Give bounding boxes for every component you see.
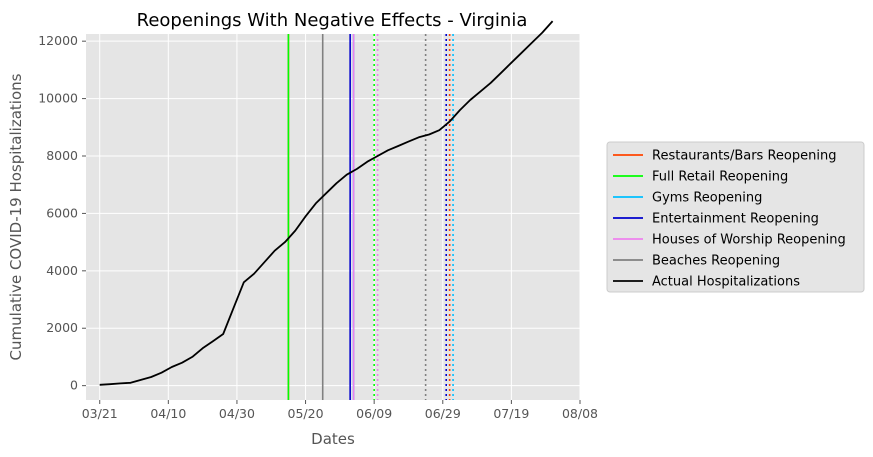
y-tick-label: 6000: [46, 205, 78, 220]
legend-box: [606, 141, 865, 293]
y-tick-label: 8000: [46, 148, 78, 163]
chart-title: Reopenings With Negative Effects - Virgi…: [137, 10, 528, 31]
x-tick-label: 08/08: [562, 406, 598, 421]
x-tick-label: 04/30: [219, 406, 255, 421]
legend-entry: Full Retail Reopening: [652, 170, 788, 185]
x-tick-label: 03/21: [82, 406, 118, 421]
x-tick-label: 05/20: [288, 406, 324, 421]
y-tick-label: 10000: [38, 91, 78, 106]
legend-entry: Gyms Reopening: [652, 191, 762, 206]
x-tick-label: 06/29: [425, 406, 461, 421]
legend-entry: Houses of Worship Reopening: [652, 233, 846, 248]
x-tick-label: 07/19: [493, 406, 529, 421]
legend-entry: Entertainment Reopening: [652, 212, 819, 227]
series: [99, 20, 554, 386]
y-axis-label: Cumulative COVID-19 Hospitalizations: [7, 73, 25, 360]
reopening-lines: [287, 34, 454, 400]
y-ticks: 0 2000 4000 6000 8000 10000 12000: [38, 33, 86, 393]
legend: Restaurants/Bars Reopening Full Retail Re…: [606, 141, 865, 293]
x-axis-label: Dates: [311, 430, 355, 448]
y-tick-label: 4000: [46, 263, 78, 278]
legend-entry: Actual Hospitalizations: [652, 275, 800, 290]
x-tick-label: 04/10: [150, 406, 186, 421]
x-ticks: 03/21 04/10 04/30 05/20 06/09 06/29 07/19 08/08: [82, 400, 598, 421]
y-tick-label: 0: [70, 378, 78, 393]
legend-entry: Restaurants/Bars Reopening: [652, 149, 836, 164]
x-tick-label: 06/09: [356, 406, 392, 421]
grid: [86, 34, 581, 400]
legend-entry: Beaches Reopening: [652, 254, 780, 269]
series-line: [99, 20, 554, 386]
plot-area: [86, 34, 580, 400]
y-tick-label: 2000: [46, 320, 78, 335]
y-tick-label: 12000: [38, 33, 78, 48]
